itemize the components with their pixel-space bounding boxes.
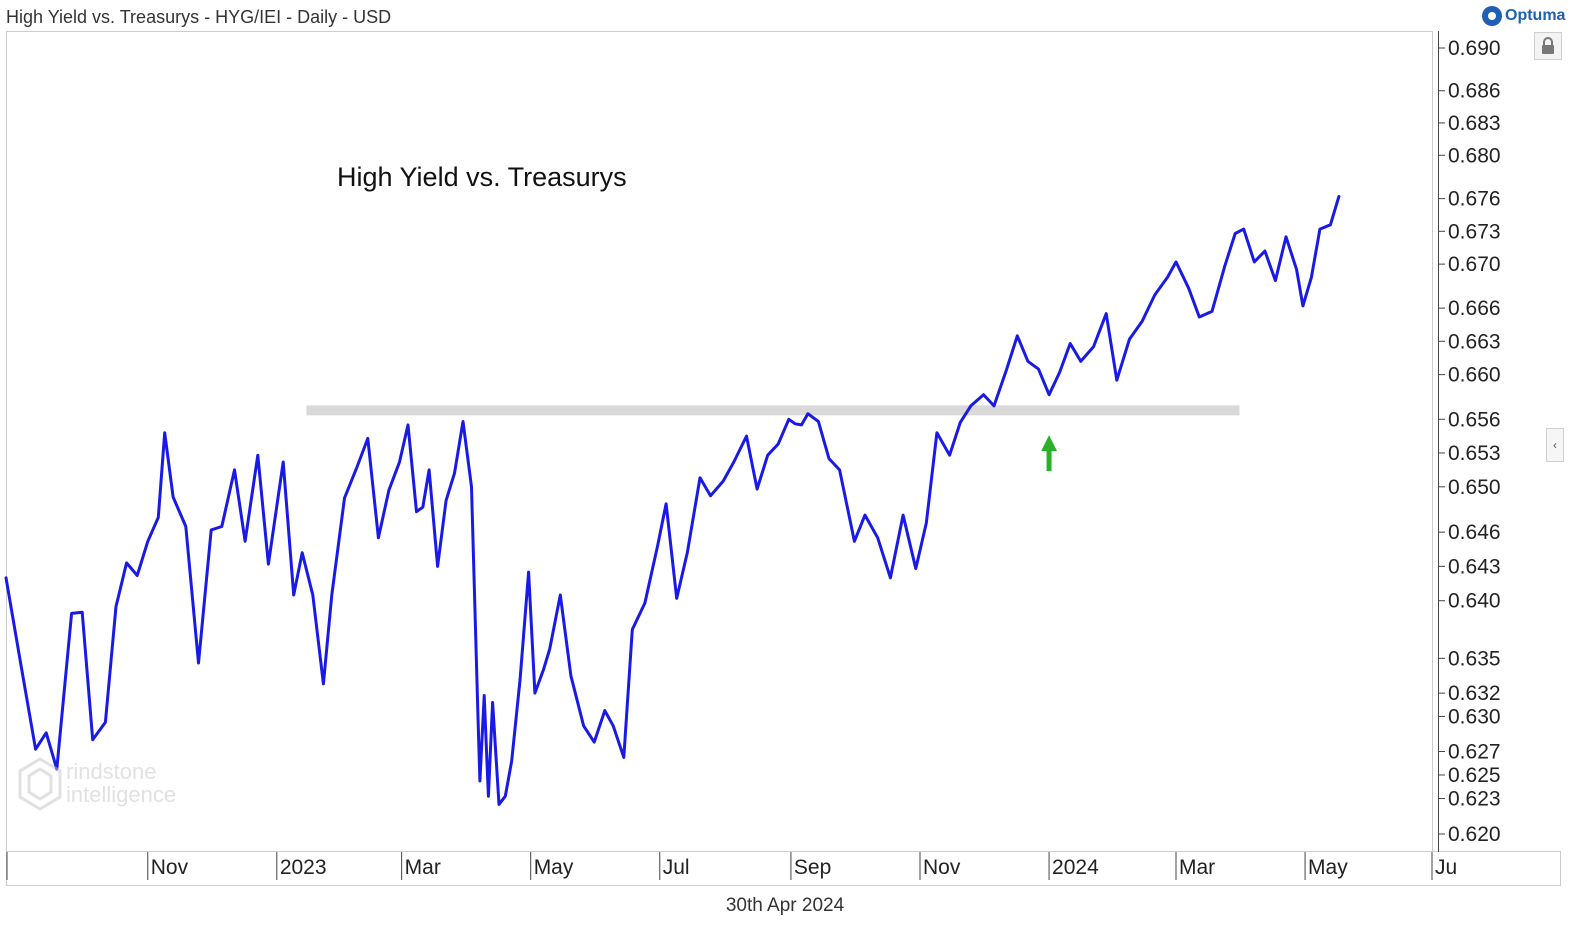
y-tick-label: 0.680 <box>1448 144 1501 167</box>
y-tick-label: 0.646 <box>1448 521 1501 544</box>
x-tick-label: May <box>534 856 574 879</box>
chevron-left-icon[interactable]: ‹ <box>1546 428 1564 462</box>
x-tick-label: 2024 <box>1052 856 1099 879</box>
y-tick-label: 0.656 <box>1448 408 1501 431</box>
window-title: High Yield vs. Treasurys - HYG/IEI - Dai… <box>6 7 392 27</box>
y-tick-label: 0.632 <box>1448 682 1501 705</box>
y-tick-label: 0.666 <box>1448 297 1501 320</box>
y-tick-label: 0.625 <box>1448 764 1501 787</box>
x-tick-label: 2023 <box>280 856 327 879</box>
watermark: rindstone intelligence <box>16 756 176 812</box>
y-tick-label: 0.630 <box>1448 705 1501 728</box>
arrow-shaft <box>1046 449 1052 472</box>
y-tick-label: 0.620 <box>1448 823 1501 846</box>
y-tick-label: 0.663 <box>1448 330 1501 353</box>
x-tick-label: Jul <box>663 856 690 879</box>
y-tick-label: 0.635 <box>1448 647 1501 670</box>
arrow-head <box>1041 435 1058 452</box>
optuma-logo-icon <box>1482 6 1502 26</box>
brand-logo: Optuma <box>1482 4 1565 28</box>
y-tick-label: 0.653 <box>1448 442 1501 465</box>
y-tick-label: 0.676 <box>1448 188 1501 211</box>
x-tick-label: Mar <box>1179 856 1215 879</box>
series-line <box>4 194 1341 806</box>
lock-icon[interactable] <box>1534 32 1562 60</box>
up-arrow-icon <box>1041 435 1058 472</box>
y-tick-label: 0.640 <box>1448 590 1501 613</box>
x-tick-label: Nov <box>923 856 961 879</box>
y-tick-label: 0.686 <box>1448 80 1501 103</box>
x-tick-label: Mar <box>405 856 441 879</box>
y-tick-label: 0.650 <box>1448 476 1501 499</box>
hexagon-g-icon <box>18 757 62 811</box>
y-tick-label: 0.690 <box>1448 37 1501 60</box>
chart-annotation-title: High Yield vs. Treasurys <box>337 162 627 192</box>
x-tick-label: Ju <box>1435 856 1457 879</box>
plot-frame <box>6 31 1433 852</box>
watermark-line-2: intelligence <box>66 782 177 807</box>
y-tick-label: 0.623 <box>1448 788 1501 811</box>
date-label: 30th Apr 2024 <box>725 895 845 916</box>
x-tick-label: Sep <box>794 856 831 879</box>
brand-label: Optuma <box>1505 7 1566 24</box>
y-tick-label: 0.673 <box>1448 220 1501 243</box>
y-tick-label: 0.683 <box>1448 112 1501 135</box>
time-axis-frame <box>6 851 1561 886</box>
x-tick-label: May <box>1308 856 1348 879</box>
watermark-line-1: rindstone <box>66 759 157 784</box>
y-tick-label: 0.643 <box>1448 555 1501 578</box>
x-tick-label: Nov <box>151 856 189 879</box>
y-tick-label: 0.660 <box>1448 364 1501 387</box>
resistance-band <box>306 405 1240 416</box>
y-tick-label: 0.627 <box>1448 741 1501 764</box>
y-tick-label: 0.670 <box>1448 253 1501 276</box>
